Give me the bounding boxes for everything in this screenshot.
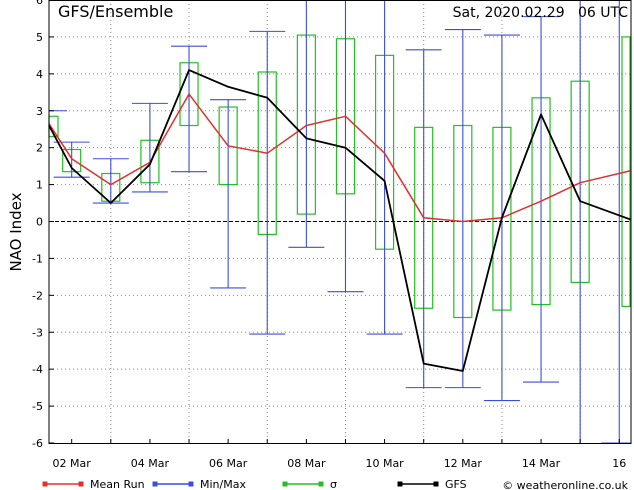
- x-tick-label: 14 Mar: [522, 457, 561, 470]
- grid: [49, 0, 631, 443]
- y-tick-label: 4: [36, 68, 43, 81]
- y-tick-label: 3: [36, 105, 43, 118]
- legend-marker-gfs: [397, 481, 403, 487]
- y-axis-label: NAO Index: [7, 192, 25, 271]
- y-tick-label: 1: [36, 179, 43, 192]
- legend-marker-minmax: [188, 481, 194, 487]
- y-tick-label: -5: [32, 400, 43, 413]
- legend-marker-mean: [42, 481, 48, 487]
- x-tick-label: 02 Mar: [53, 457, 92, 470]
- axes: -6 -5 -4 -3 -2 -1 0 1 2 3 4 5 6 02 Mar 04 Mar 06 Mar 08 …: [32, 0, 626, 470]
- sigma-box: [621, 36, 631, 308]
- x-tick-label: 06 Mar: [209, 457, 248, 470]
- legend-label-mean: Mean Run: [90, 478, 145, 490]
- y-tick-label: 6: [36, 0, 43, 7]
- legend-marker-sigma: [318, 481, 324, 487]
- x-tick-label: 12 Mar: [444, 457, 483, 470]
- y-tick-label: -2: [32, 289, 43, 302]
- legend-marker-sigma: [282, 481, 288, 487]
- y-tick-label: -3: [32, 326, 43, 339]
- legend-marker-mean: [78, 481, 84, 487]
- legend-label-sigma: σ: [330, 478, 337, 490]
- x-tick-label: 10 Mar: [365, 457, 404, 470]
- y-tick-label: 0: [36, 216, 43, 229]
- y-tick-label: -1: [32, 252, 43, 265]
- timestamp: Sat, 2020.02.29 06 UTC: [453, 5, 629, 21]
- y-tick-label: 5: [36, 31, 43, 44]
- y-tick-label: -4: [32, 363, 43, 376]
- series-lines: [48, 69, 632, 372]
- legend-marker-gfs: [433, 481, 439, 487]
- sigma-boxes: [48, 34, 631, 319]
- series-line-gfs: [48, 69, 632, 372]
- x-tick-label: 16: [612, 457, 626, 470]
- legend-label-gfs: GFS: [445, 478, 467, 490]
- y-tick-label: 2: [36, 142, 43, 155]
- x-tick-label: 08 Mar: [287, 457, 326, 470]
- y-tick-label: -6: [32, 437, 43, 450]
- series-line-mean: [48, 93, 632, 223]
- legend-marker-minmax: [152, 481, 158, 487]
- legend: Mean Run Min/Max σ GFS: [42, 478, 467, 490]
- copyright: © weatheronline.co.uk: [502, 479, 628, 490]
- x-tick-label: 04 Mar: [131, 457, 170, 470]
- legend-label-minmax: Min/Max: [200, 478, 246, 490]
- chart-title: GFS/Ensemble: [58, 2, 173, 21]
